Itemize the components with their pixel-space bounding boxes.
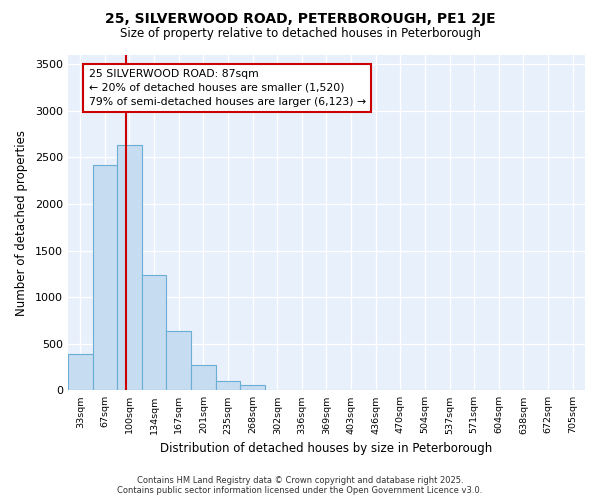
Bar [191,365,215,390]
Bar [240,385,265,390]
Text: Contains HM Land Registry data © Crown copyright and database right 2025.
Contai: Contains HM Land Registry data © Crown c… [118,476,482,495]
Text: 25, SILVERWOOD ROAD, PETERBOROUGH, PE1 2JE: 25, SILVERWOOD ROAD, PETERBOROUGH, PE1 2… [104,12,496,26]
Bar [92,165,117,390]
Bar [142,275,166,390]
Text: 25 SILVERWOOD ROAD: 87sqm
← 20% of detached houses are smaller (1,520)
79% of se: 25 SILVERWOOD ROAD: 87sqm ← 20% of detac… [89,69,366,107]
X-axis label: Distribution of detached houses by size in Peterborough: Distribution of detached houses by size … [160,442,493,455]
Y-axis label: Number of detached properties: Number of detached properties [15,130,28,316]
Bar [68,354,92,391]
Bar [215,381,240,390]
Text: Size of property relative to detached houses in Peterborough: Size of property relative to detached ho… [119,28,481,40]
Bar [166,330,191,390]
Bar [117,146,142,390]
